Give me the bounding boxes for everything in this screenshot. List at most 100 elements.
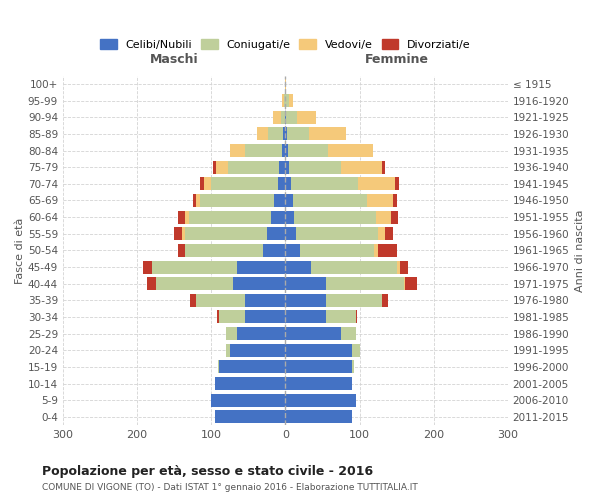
Bar: [328, 144, 373, 157]
Bar: [326, 294, 382, 307]
Bar: [196, 194, 200, 207]
Bar: [245, 144, 281, 157]
Text: Popolazione per età, sesso e stato civile - 2016: Popolazione per età, sesso e stato civil…: [42, 465, 373, 478]
Bar: [215, 377, 286, 390]
Bar: [293, 194, 367, 207]
Bar: [152, 260, 237, 274]
Bar: [286, 144, 287, 157]
Bar: [382, 294, 388, 307]
Bar: [283, 94, 284, 107]
Bar: [286, 111, 297, 124]
Bar: [189, 210, 271, 224]
Bar: [326, 277, 404, 290]
Bar: [286, 160, 289, 173]
Bar: [274, 111, 281, 124]
Bar: [233, 277, 286, 290]
Bar: [378, 244, 397, 257]
Bar: [287, 128, 309, 140]
Y-axis label: Anni di nascita: Anni di nascita: [575, 209, 585, 292]
Bar: [174, 228, 182, 240]
Bar: [286, 310, 326, 324]
Bar: [291, 178, 358, 190]
Bar: [294, 210, 376, 224]
Bar: [326, 310, 356, 324]
Bar: [286, 244, 300, 257]
Bar: [374, 244, 378, 257]
Bar: [378, 228, 385, 240]
Bar: [286, 294, 326, 307]
Text: Femmine: Femmine: [365, 52, 428, 66]
Bar: [245, 310, 286, 324]
Bar: [286, 360, 352, 374]
Bar: [393, 194, 397, 207]
Bar: [376, 210, 391, 224]
Bar: [263, 244, 286, 257]
Bar: [404, 277, 406, 290]
Bar: [237, 327, 286, 340]
Bar: [400, 260, 408, 274]
Bar: [286, 377, 352, 390]
Bar: [245, 294, 286, 307]
Text: Maschi: Maschi: [150, 52, 199, 66]
Bar: [215, 410, 286, 424]
Bar: [193, 194, 196, 207]
Bar: [218, 310, 245, 324]
Bar: [271, 210, 286, 224]
Bar: [190, 294, 196, 307]
Bar: [286, 277, 326, 290]
Bar: [356, 310, 357, 324]
Bar: [274, 194, 286, 207]
Bar: [211, 394, 286, 406]
Bar: [286, 194, 293, 207]
Bar: [185, 228, 267, 240]
Bar: [267, 228, 286, 240]
Bar: [382, 160, 385, 173]
Bar: [218, 360, 286, 374]
Bar: [217, 310, 218, 324]
Bar: [237, 260, 286, 274]
Bar: [284, 111, 286, 124]
Bar: [143, 260, 152, 274]
Bar: [281, 111, 284, 124]
Bar: [178, 210, 185, 224]
Bar: [212, 160, 217, 173]
Bar: [296, 228, 378, 240]
Bar: [286, 260, 311, 274]
Bar: [406, 277, 416, 290]
Bar: [226, 327, 237, 340]
Bar: [385, 228, 393, 240]
Bar: [204, 178, 211, 190]
Bar: [281, 144, 286, 157]
Bar: [358, 178, 395, 190]
Legend: Celibi/Nubili, Coniugati/e, Vedovi/e, Divorziati/e: Celibi/Nubili, Coniugati/e, Vedovi/e, Di…: [100, 40, 471, 50]
Bar: [391, 210, 398, 224]
Text: COMUNE DI VIGONE (TO) - Dati ISTAT 1° gennaio 2016 - Elaborazione TUTTITALIA.IT: COMUNE DI VIGONE (TO) - Dati ISTAT 1° ge…: [42, 482, 418, 492]
Bar: [196, 294, 245, 307]
Bar: [311, 260, 397, 274]
Bar: [178, 244, 185, 257]
Bar: [286, 394, 356, 406]
Bar: [278, 178, 286, 190]
Bar: [286, 228, 296, 240]
Bar: [226, 344, 230, 356]
Bar: [257, 128, 268, 140]
Bar: [211, 178, 278, 190]
Bar: [289, 160, 341, 173]
Bar: [352, 360, 353, 374]
Bar: [284, 94, 286, 107]
Bar: [200, 194, 274, 207]
Bar: [309, 128, 346, 140]
Bar: [185, 210, 189, 224]
Bar: [185, 244, 263, 257]
Bar: [286, 128, 287, 140]
Bar: [397, 260, 400, 274]
Bar: [200, 178, 204, 190]
Bar: [286, 344, 352, 356]
Bar: [395, 178, 399, 190]
Bar: [341, 160, 382, 173]
Bar: [182, 228, 185, 240]
Bar: [286, 210, 294, 224]
Bar: [300, 244, 374, 257]
Bar: [352, 344, 359, 356]
Bar: [286, 178, 291, 190]
